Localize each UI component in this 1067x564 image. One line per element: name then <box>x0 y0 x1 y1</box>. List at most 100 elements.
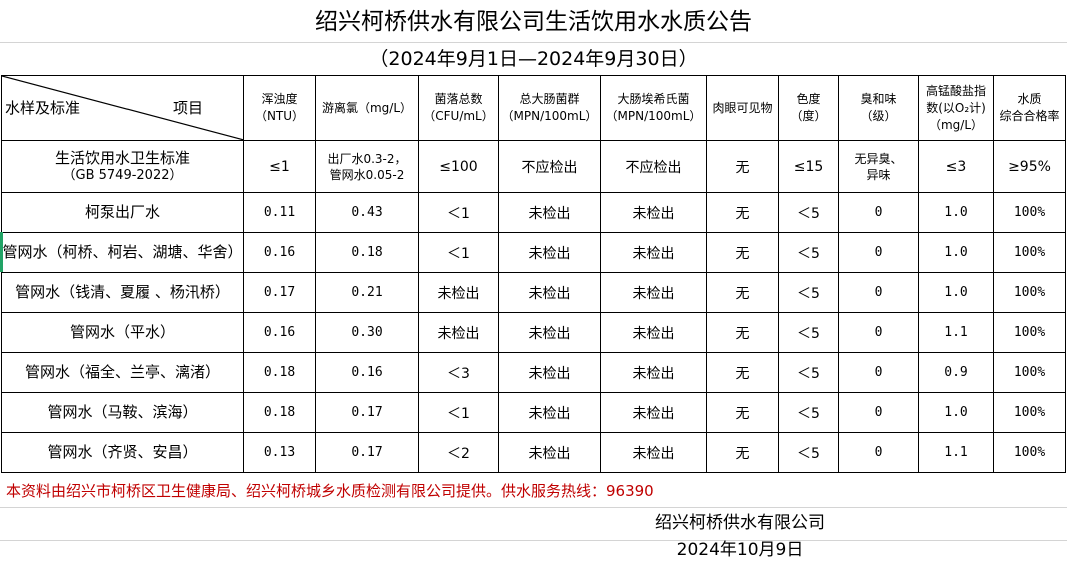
measurement-value: 0 <box>838 392 919 433</box>
measurement-value: 无 <box>706 432 779 473</box>
measurement-value: 0.16 <box>315 352 419 393</box>
measurement-value: 1.0 <box>918 232 994 273</box>
measurement-value: 无 <box>706 352 779 393</box>
column-header: 水质 综合合格率 <box>993 75 1066 141</box>
measurement-value: 0.13 <box>243 432 316 473</box>
table-row: 管网水（马鞍、滨海） 0.18 0.17 ＜1 未检出 未检出无＜5 0 1.0 100% <box>1 392 1066 433</box>
measurement-value: 1.1 <box>918 312 994 353</box>
measurement-value: 未检出 <box>498 272 601 313</box>
measurement-value: 未检出 <box>600 272 707 313</box>
sample-name: 管网水（柯桥、柯岩、湖塘、华舍） <box>1 232 244 273</box>
column-header: 高锰酸盐指 数(以O₂计) （mg/L） <box>918 75 994 141</box>
column-header-line: 大肠埃希氏菌 <box>617 92 690 106</box>
sample-name: 管网水（马鞍、滨海） <box>1 392 244 433</box>
measurement-value: 100% <box>993 312 1066 353</box>
column-header: 菌落总数 （CFU/mL） <box>418 75 499 141</box>
company-signature: 绍兴柯桥供水有限公司 <box>655 513 825 533</box>
measurement-value: 0.16 <box>243 232 316 273</box>
column-header-line: 高锰酸盐指 <box>925 83 986 98</box>
measurement-value: 无 <box>706 312 779 353</box>
table-row: 管网水（平水） 0.16 0.30 未检出 未检出 未检出无＜5 0 1.1 100% <box>1 312 1066 353</box>
measurement-value: 未检出 <box>600 432 707 473</box>
measurement-value: 0.30 <box>315 312 419 353</box>
standard-value: ≤3 <box>918 140 994 193</box>
measurement-value: 0.18 <box>243 352 316 393</box>
corner-label-items: 项目 <box>172 99 203 117</box>
measurement-value: 无 <box>706 192 779 233</box>
measurement-value: 0 <box>838 232 919 273</box>
measurement-value: 0 <box>838 192 919 233</box>
column-header-line: 水质 <box>1017 92 1042 106</box>
measurement-value: 0.17 <box>315 432 419 473</box>
measurement-value: 无 <box>706 272 779 313</box>
date-range-subtitle: （2024年9月1日—2024年9月30日） <box>369 48 698 70</box>
measurement-value: 未检出 <box>498 232 601 273</box>
standard-value: ≥95% <box>993 140 1066 193</box>
standard-value: ≤1 <box>243 140 316 193</box>
measurement-value: ＜5 <box>778 432 839 473</box>
measurement-value: 未检出 <box>498 392 601 433</box>
measurement-value: ＜5 <box>778 232 839 273</box>
standard-name: 生活饮用水卫生标准 <box>54 148 190 167</box>
measurement-value: 未检出 <box>498 192 601 233</box>
measurement-value: 0.21 <box>315 272 419 313</box>
measurement-value: 未检出 <box>498 312 601 353</box>
row-selection-indicator <box>0 232 3 272</box>
measurement-value: 未检出 <box>600 312 707 353</box>
standard-value: 出厂水0.3-2， 管网水0.05-2 <box>315 140 419 193</box>
column-header-line: （MPN/100mL） <box>501 109 598 123</box>
header-row: 水样及标准 项目 浑浊度 （NTU） 游离氯（mg/L） 菌落总数 （CFU/mL） 总大… <box>1 75 1066 141</box>
measurement-value: 未检出 <box>600 232 707 273</box>
water-quality-table: 水样及标准 项目 浑浊度 （NTU） 游离氯（mg/L） 菌落总数 （CFU/mL） 总大… <box>1 75 1066 473</box>
standard-name-cell: 生活饮用水卫生标准 （GB 5749-2022） <box>1 140 244 193</box>
measurement-value: 0.43 <box>315 192 419 233</box>
measurement-value: ＜5 <box>778 392 839 433</box>
measurement-value: 1.0 <box>918 392 994 433</box>
standard-value: 不应检出 <box>600 140 707 193</box>
measurement-value: 1.0 <box>918 192 994 233</box>
column-header-line: 浑浊度 <box>261 92 298 106</box>
measurement-value: 0.17 <box>243 272 316 313</box>
table-row: 管网水（福全、兰亭、漓渚） 0.18 0.16 ＜3 未检出 未检出无＜5 0 0.9 100% <box>1 352 1066 393</box>
corner-header-cell: 水样及标准 项目 <box>1 75 244 141</box>
column-header-line: 菌落总数 <box>434 92 483 106</box>
gridline <box>0 540 1067 541</box>
measurement-value: 未检出 <box>418 312 499 353</box>
standard-value: ≤15 <box>778 140 839 193</box>
column-header-line: 色度 <box>796 92 821 106</box>
column-header-line: （度） <box>790 109 827 123</box>
measurement-value: ＜5 <box>778 272 839 313</box>
measurement-value: 未检出 <box>418 272 499 313</box>
table-row: 管网水（齐贤、安昌） 0.13 0.17 ＜2 未检出 未检出无＜5 0 1.1 100% <box>1 432 1066 473</box>
standard-row: 生活饮用水卫生标准 （GB 5749-2022） ≤1 出厂水0.3-2， 管网水… <box>1 140 1066 193</box>
measurement-value: 未检出 <box>600 392 707 433</box>
sample-name: 管网水（平水） <box>1 312 244 353</box>
column-header: 色度 （度） <box>778 75 839 141</box>
column-header-line: （CFU/mL） <box>423 109 494 123</box>
measurement-value: ＜5 <box>778 352 839 393</box>
column-header-line: （mg/L） <box>928 117 984 132</box>
diagonal-divider <box>2 76 243 140</box>
column-header: 大肠埃希氏菌 （MPN/100mL） <box>600 75 707 141</box>
measurement-value: 0 <box>838 352 919 393</box>
standard-code: （GB 5749-2022） <box>62 167 183 183</box>
measurement-value: ＜1 <box>418 232 499 273</box>
publish-date: 2024年10月9日 <box>676 540 804 560</box>
measurement-value: 100% <box>993 432 1066 473</box>
measurement-value: 100% <box>993 352 1066 393</box>
column-header: 浑浊度 （NTU） <box>243 75 316 141</box>
sample-name: 管网水（齐贤、安昌） <box>1 432 244 473</box>
measurement-value: 0.17 <box>315 392 419 433</box>
source-note: 本资料由绍兴市柯桥区卫生健康局、绍兴柯桥城乡水质检测有限公司提供。供水服务热线：… <box>0 472 1067 508</box>
column-header-line: 综合合格率 <box>999 109 1060 123</box>
measurement-value: 100% <box>993 232 1066 273</box>
standard-value: ≤100 <box>418 140 499 193</box>
measurement-value: 0 <box>838 272 919 313</box>
measurement-value: ＜5 <box>778 312 839 353</box>
measurement-value: ＜3 <box>418 352 499 393</box>
measurement-value: 0 <box>838 312 919 353</box>
sample-name: 管网水（福全、兰亭、漓渚） <box>1 352 244 393</box>
measurement-value: 0 <box>838 432 919 473</box>
measurement-value: 未检出 <box>600 352 707 393</box>
measurement-value: 无 <box>706 392 779 433</box>
